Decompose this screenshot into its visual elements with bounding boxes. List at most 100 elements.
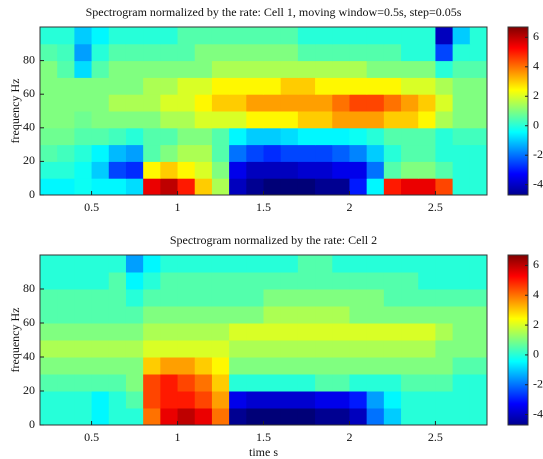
heat-cell [435, 340, 454, 358]
heat-cell [297, 43, 316, 62]
heat-cell [435, 127, 454, 146]
heat-cell [383, 60, 402, 78]
colorbar-tick-label: 0 [533, 117, 539, 131]
heat-cell [246, 255, 264, 273]
heat-cell [469, 27, 488, 45]
heat-cell [315, 144, 333, 162]
heat-cell [263, 127, 282, 146]
heat-cell [194, 60, 213, 78]
heat-cell [383, 178, 402, 196]
heat-cell [74, 127, 93, 146]
heat-cell [125, 94, 144, 112]
heat-cell [452, 60, 471, 78]
heat-cell [177, 323, 196, 341]
heat-cell [435, 408, 454, 426]
heat-cell [263, 77, 282, 95]
heat-cell [74, 306, 93, 324]
heat-cell [40, 374, 58, 392]
heat-cell [366, 391, 385, 409]
heat-cell [160, 161, 179, 179]
heat-cell [194, 272, 213, 290]
heat-cell [160, 94, 179, 112]
heat-cell [297, 77, 316, 95]
heat-cell [315, 391, 333, 409]
y-axis-label: frequency Hz [8, 308, 22, 373]
heat-cell [401, 408, 419, 426]
heat-cell [418, 94, 436, 112]
heat-cell [383, 272, 402, 290]
heat-cell [74, 178, 93, 196]
heat-cell [57, 357, 75, 375]
heat-cell [40, 178, 58, 196]
heat-cell [57, 306, 75, 324]
heat-cell [177, 60, 196, 78]
heat-cell [418, 374, 436, 392]
heat-cell [263, 144, 282, 162]
heat-cell [40, 289, 58, 307]
y-axis-label: frequency Hz [8, 79, 22, 144]
heat-cell [297, 178, 316, 196]
heat-cell [143, 94, 161, 112]
heat-cell [366, 111, 385, 129]
heat-cell [435, 178, 454, 196]
heat-cell [435, 306, 454, 324]
y-tick-label: 0 [29, 187, 35, 201]
heat-cell [263, 27, 282, 45]
heat-cell [332, 111, 350, 129]
heat-cell [194, 94, 213, 112]
heat-cell [280, 111, 299, 129]
heat-cell [74, 161, 93, 179]
heat-cell [383, 111, 402, 129]
heat-cell [177, 272, 196, 290]
heat-cell [40, 43, 58, 62]
heat-cell [194, 374, 213, 392]
heat-cell [57, 43, 75, 62]
x-tick-label: 2.5 [428, 200, 443, 214]
heat-cell [469, 178, 488, 196]
heat-cell [143, 27, 161, 45]
heat-cell [366, 144, 385, 162]
heat-cell [469, 111, 488, 129]
heat-cell [469, 60, 488, 78]
heat-cell [160, 391, 179, 409]
heat-cell [211, 255, 230, 273]
heat-cell [125, 340, 144, 358]
heat-cell [160, 127, 179, 146]
heat-cell [263, 43, 282, 62]
heat-cell [349, 161, 368, 179]
heat-cell [418, 272, 436, 290]
heat-cell [349, 391, 368, 409]
y-tick-label: 20 [23, 383, 35, 397]
heat-cell [246, 60, 264, 78]
heat-cell [366, 127, 385, 146]
heat-cell [108, 323, 127, 341]
heat-cell [315, 255, 333, 273]
heat-cell [401, 161, 419, 179]
heat-cell [383, 77, 402, 95]
heat-cell [177, 255, 196, 273]
heat-cell [125, 272, 144, 290]
heat-cell [401, 357, 419, 375]
heat-cell [57, 161, 75, 179]
heat-cell [246, 391, 264, 409]
heat-cell [383, 323, 402, 341]
heat-cell [108, 357, 127, 375]
heat-cell [297, 127, 316, 146]
heat-cell [349, 111, 368, 129]
heat-cell [280, 340, 299, 358]
heat-cell [332, 255, 350, 273]
heat-cell [91, 272, 110, 290]
heat-cell [263, 255, 282, 273]
heat-cell [315, 27, 333, 45]
heat-cell [177, 357, 196, 375]
heat-cell [418, 340, 436, 358]
heat-cell [160, 323, 179, 341]
heat-cell [74, 60, 93, 78]
heat-cell [143, 77, 161, 95]
heat-cell [160, 408, 179, 426]
heat-cell [229, 323, 247, 341]
heat-cell [108, 161, 127, 179]
heat-cell [74, 340, 93, 358]
heat-cell [435, 77, 454, 95]
heat-cell [91, 374, 110, 392]
